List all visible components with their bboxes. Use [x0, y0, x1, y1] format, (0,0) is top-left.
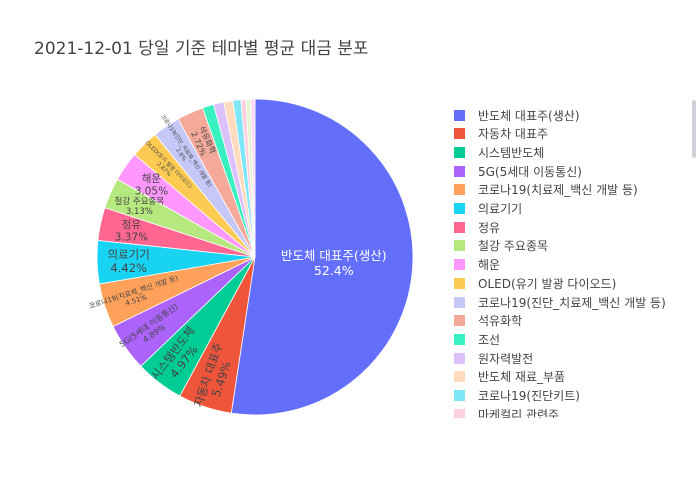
- legend-label: 정유: [478, 220, 501, 235]
- slice-label: 해운 3.05%: [135, 172, 168, 198]
- legend-label: 마케컬리 관련주: [478, 407, 560, 418]
- legend-swatch: [454, 259, 465, 271]
- legend-item[interactable]: 석유화학: [446, 312, 522, 330]
- chart-title: 2021-12-01 당일 기준 테마별 평균 대금 분포: [34, 39, 369, 59]
- legend-swatch: [454, 371, 465, 383]
- legend-item[interactable]: 조선: [446, 330, 500, 348]
- legend-swatch: [454, 184, 465, 196]
- legend-item[interactable]: 시스템반도체: [446, 143, 544, 161]
- legend-label: 코로나19(진단키트): [478, 389, 580, 403]
- legend-item[interactable]: 5G(5세대 이동통신): [446, 162, 582, 180]
- legend-label: 원자력발전: [478, 351, 534, 366]
- legend-item[interactable]: 반도체 대표주(생산): [446, 106, 580, 124]
- legend-swatch: [454, 296, 465, 308]
- legend-swatch: [454, 315, 465, 327]
- legend-label: 의료기기: [478, 202, 523, 216]
- legend-label: 반도체 재료_부품: [478, 370, 566, 385]
- legend-swatch: [454, 390, 465, 401]
- slice-label: 반도체 대표주(생산) 52.4%: [281, 248, 387, 278]
- legend-swatch: [454, 203, 465, 214]
- legend-swatch: [454, 408, 465, 418]
- legend-item[interactable]: 철강 주요종목: [446, 237, 548, 255]
- legend-swatch: [454, 109, 465, 121]
- legend-item[interactable]: 마케컬리 관련주: [446, 405, 559, 418]
- legend-item[interactable]: 자동차 대표주: [446, 125, 548, 143]
- legend-item[interactable]: 코로나19(치료제_백신 개발 등): [446, 181, 638, 199]
- legend-label: 석유화학: [478, 314, 523, 329]
- legend-label: OLED(유기 발광 다이오드): [478, 276, 617, 291]
- legend-swatch: [454, 128, 465, 140]
- legend-swatch: [454, 221, 465, 233]
- slice-label: 철강 주요종목 3.13%: [115, 196, 165, 217]
- legend-swatch: [454, 146, 465, 158]
- legend-scrollbar[interactable]: [692, 100, 696, 158]
- legend-item[interactable]: 코로나19(진단_치료제_백신 개발 등): [446, 293, 666, 311]
- legend-swatch: [454, 165, 465, 177]
- slice-label: 의료기기 4.42%: [108, 247, 150, 275]
- legend-item[interactable]: 의료기기: [446, 200, 522, 218]
- legend-label: 철강 주요종목: [478, 239, 549, 254]
- legend-item[interactable]: 해운: [446, 256, 500, 274]
- legend-label: 해운: [478, 258, 501, 273]
- legend-item[interactable]: 정유: [446, 218, 500, 236]
- legend-swatch: [454, 333, 465, 345]
- legend-item[interactable]: OLED(유기 발광 다이오드): [446, 274, 616, 292]
- legend-label: 조선: [478, 332, 501, 347]
- legend-swatch: [454, 352, 465, 364]
- legend-item[interactable]: 반도체 재료_부품: [446, 368, 565, 386]
- legend-item[interactable]: 코로나19(진단키트): [446, 387, 580, 405]
- legend-label: 반도체 대표주(생산): [478, 108, 580, 123]
- slice-label: 정유 3.37%: [115, 219, 148, 244]
- legend-label: 코로나19(진단_치료제_백신 개발 등): [478, 295, 666, 310]
- legend-item[interactable]: 원자력발전: [446, 349, 533, 367]
- legend-swatch: [454, 277, 465, 289]
- legend-swatch: [454, 240, 465, 252]
- pie-slice[interactable]: [250, 98, 256, 258]
- legend-label: 자동차 대표주: [478, 127, 549, 142]
- pie-slice[interactable]: [230, 98, 414, 416]
- legend-label: 5G(5세대 이동통신): [478, 164, 582, 179]
- legend-label: 시스템반도체: [478, 145, 545, 160]
- legend-label: 코로나19(치료제_백신 개발 등): [478, 183, 638, 198]
